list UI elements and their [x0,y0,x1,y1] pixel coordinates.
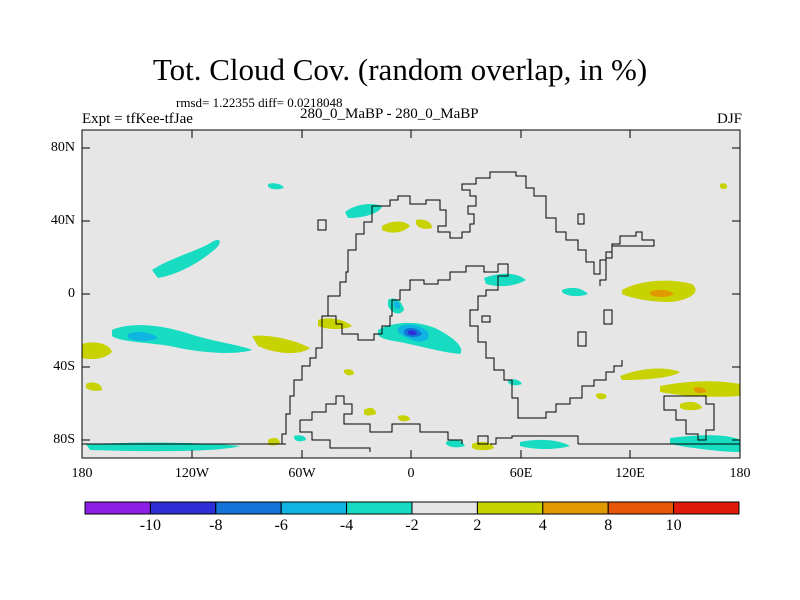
experiment-label: Expt = tfKee-tfJae [82,111,193,127]
negative-anomaly-patches [86,183,740,452]
colorbar-box [476,501,544,515]
lat-label-0: 0 [68,286,75,301]
lon-label-60e: 60E [509,466,533,481]
lon-label-180w: 180 [71,466,93,481]
colorbar-label: 8 [604,517,613,534]
colorbar-box [215,501,282,515]
colorbar-box [346,501,413,515]
lon-label-120w: 120W [174,466,210,481]
colorbar-box [542,501,609,515]
lon-label-120e: 120E [615,466,645,481]
colorbar-label: -2 [405,517,419,534]
lon-label-180e: 180 [729,466,751,481]
colorbar-label: -10 [139,517,162,534]
colorbar-label: 4 [538,517,547,534]
lat-label-80n: 80N [50,140,75,155]
lon-label-60w: 60W [288,466,316,481]
lat-label-80s: 80S [53,432,75,447]
case-comparison-label: 280_0_MaBP - 280_0_MaBP [300,106,479,122]
axis-ticks [81,130,741,458]
positive-anomaly-patches [82,183,740,451]
colorbar-label: -6 [274,517,288,534]
map-title: Tot. Cloud Cov. (random overlap, in %) [152,52,648,87]
colorbar-box [673,501,740,515]
colorbar-box [84,501,151,515]
colorbar-label: -8 [209,517,223,534]
colorbar-label: 2 [473,517,482,534]
lon-label-0: 0 [407,466,415,481]
colorbar-label: 10 [665,517,682,534]
colorbar-box [411,501,478,515]
colorbar-box [149,501,217,515]
lat-label-40n: 40N [50,213,75,228]
colorbar-box [607,501,675,515]
rmsd-diff-stats: rmsd= 1.22355 diff= 0.0218048 [176,95,343,110]
colorbar-box [280,501,348,515]
colorbar-label: -4 [339,517,354,534]
coastlines [82,171,740,452]
lat-label-40s: 40S [53,359,75,374]
season-label: DJF [716,111,742,127]
colorbar [84,501,740,515]
